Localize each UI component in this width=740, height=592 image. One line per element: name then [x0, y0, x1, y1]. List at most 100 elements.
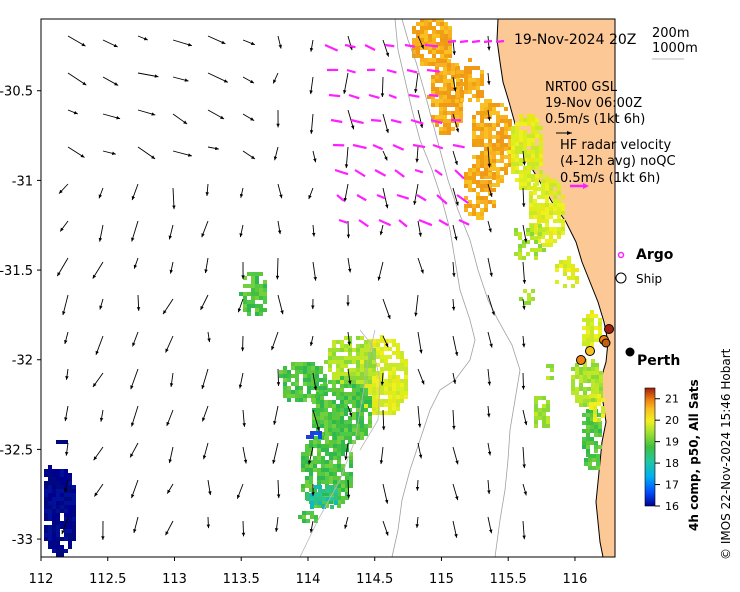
- x-tick-label: 115.5: [490, 572, 527, 587]
- sst-pixel: [341, 444, 345, 448]
- sst-pixel: [440, 54, 444, 58]
- sst-pixel: [325, 460, 329, 464]
- sst-pixel: [480, 111, 484, 115]
- sst-pixel: [575, 395, 579, 399]
- current-arrow: [417, 331, 422, 354]
- sst-pixel: [592, 458, 596, 462]
- sst-pixel: [468, 86, 472, 90]
- sst-pixel: [472, 94, 476, 98]
- sst-pixel: [518, 236, 522, 240]
- sst-pixel: [590, 314, 594, 318]
- sst-pixel: [546, 364, 550, 368]
- sst-pixel: [571, 276, 575, 280]
- sst-pixel: [44, 505, 48, 509]
- sst-pixel: [492, 107, 496, 111]
- sst-pixel: [380, 371, 384, 375]
- sst-pixel: [316, 412, 320, 416]
- sst-pixel: [432, 58, 436, 62]
- sst-pixel: [456, 86, 460, 90]
- sst-pixel: [360, 432, 364, 436]
- sst-pixel: [492, 172, 496, 176]
- current-arrowhead: [343, 89, 347, 94]
- sst-pixel: [321, 448, 325, 452]
- sst-pixel: [539, 154, 543, 158]
- current-arrowhead: [458, 119, 462, 122]
- sst-pixel: [376, 403, 380, 407]
- sst-pixel: [591, 363, 595, 367]
- sst-pixel: [251, 272, 255, 276]
- sst-pixel: [52, 493, 56, 497]
- sst-pixel: [484, 164, 488, 168]
- current-arrowhead: [382, 196, 386, 199]
- sst-pixel: [48, 537, 52, 541]
- sst-pixel: [336, 404, 340, 408]
- sst-pixel: [263, 308, 267, 312]
- sst-pixel: [364, 380, 368, 384]
- sst-pixel: [336, 432, 340, 436]
- sst-pixel: [255, 296, 259, 300]
- y-axis: -30.5-31-31.5-32-32.5-33: [0, 85, 41, 548]
- sst-pixel: [488, 111, 492, 115]
- sst-pixel: [336, 376, 340, 380]
- sst-pixel: [336, 424, 340, 428]
- sst-pixel: [372, 407, 376, 411]
- sst-pixel: [455, 111, 459, 115]
- sst-pixel: [337, 452, 341, 456]
- sst-pixel: [344, 436, 348, 440]
- sst-pixel: [337, 448, 341, 452]
- sst-pixel: [372, 372, 376, 376]
- sst-pixel: [571, 268, 575, 272]
- sst-pixel: [561, 219, 565, 223]
- sst-pixel: [451, 63, 455, 67]
- sst-pixel: [420, 26, 424, 30]
- sst-pixel: [504, 123, 508, 127]
- sst-pixel: [455, 99, 459, 103]
- sst-pixel: [404, 395, 408, 399]
- sst-pixel: [309, 484, 313, 488]
- isobath-label-200m: 200m: [652, 26, 689, 41]
- sst-pixel: [368, 412, 372, 416]
- current-arrowhead: [419, 124, 424, 128]
- sst-pixel: [447, 67, 451, 71]
- sst-pixel: [593, 410, 597, 414]
- sst-pixel: [251, 288, 255, 292]
- sst-pixel: [48, 529, 52, 533]
- sst-pixel: [484, 123, 488, 127]
- sst-pixel: [295, 382, 299, 386]
- sst-pixel: [594, 429, 598, 433]
- sst-pixel: [388, 375, 392, 379]
- sst-pixel: [333, 464, 337, 468]
- x-tick-label: 113: [162, 572, 187, 587]
- sst-pixel: [589, 402, 593, 406]
- sst-pixel: [468, 82, 472, 86]
- sst-pixel: [557, 183, 561, 187]
- sst-pixel: [341, 488, 345, 492]
- sst-pixel: [325, 504, 329, 508]
- sst-pixel: [305, 480, 309, 484]
- sst-pixel: [527, 114, 531, 118]
- sst-pixel: [396, 399, 400, 403]
- sst-pixel: [352, 388, 356, 392]
- current-arrowhead: [455, 201, 459, 206]
- sst-pixel: [431, 83, 435, 87]
- sst-pixel: [52, 549, 56, 553]
- sst-pixel: [504, 171, 508, 175]
- sst-pixel: [586, 449, 590, 453]
- sst-pixel: [52, 473, 56, 477]
- sst-pixel: [313, 440, 317, 444]
- sst-pixel: [579, 387, 583, 391]
- colorbar-tick-label: 21: [665, 393, 679, 406]
- current-arrowhead: [271, 346, 275, 351]
- sst-pixel: [459, 79, 463, 83]
- sst-pixel: [60, 481, 64, 485]
- sst-pixel: [476, 180, 480, 184]
- sst-pixel: [56, 525, 60, 529]
- sst-pixel: [295, 394, 299, 398]
- sst-pixel: [340, 340, 344, 344]
- sst-pixel: [583, 363, 587, 367]
- current-arrowhead: [187, 153, 192, 157]
- sst-pixel: [590, 413, 594, 417]
- sst-pixel: [534, 236, 538, 240]
- sst-pixel: [443, 131, 447, 135]
- sst-pixel: [317, 460, 321, 464]
